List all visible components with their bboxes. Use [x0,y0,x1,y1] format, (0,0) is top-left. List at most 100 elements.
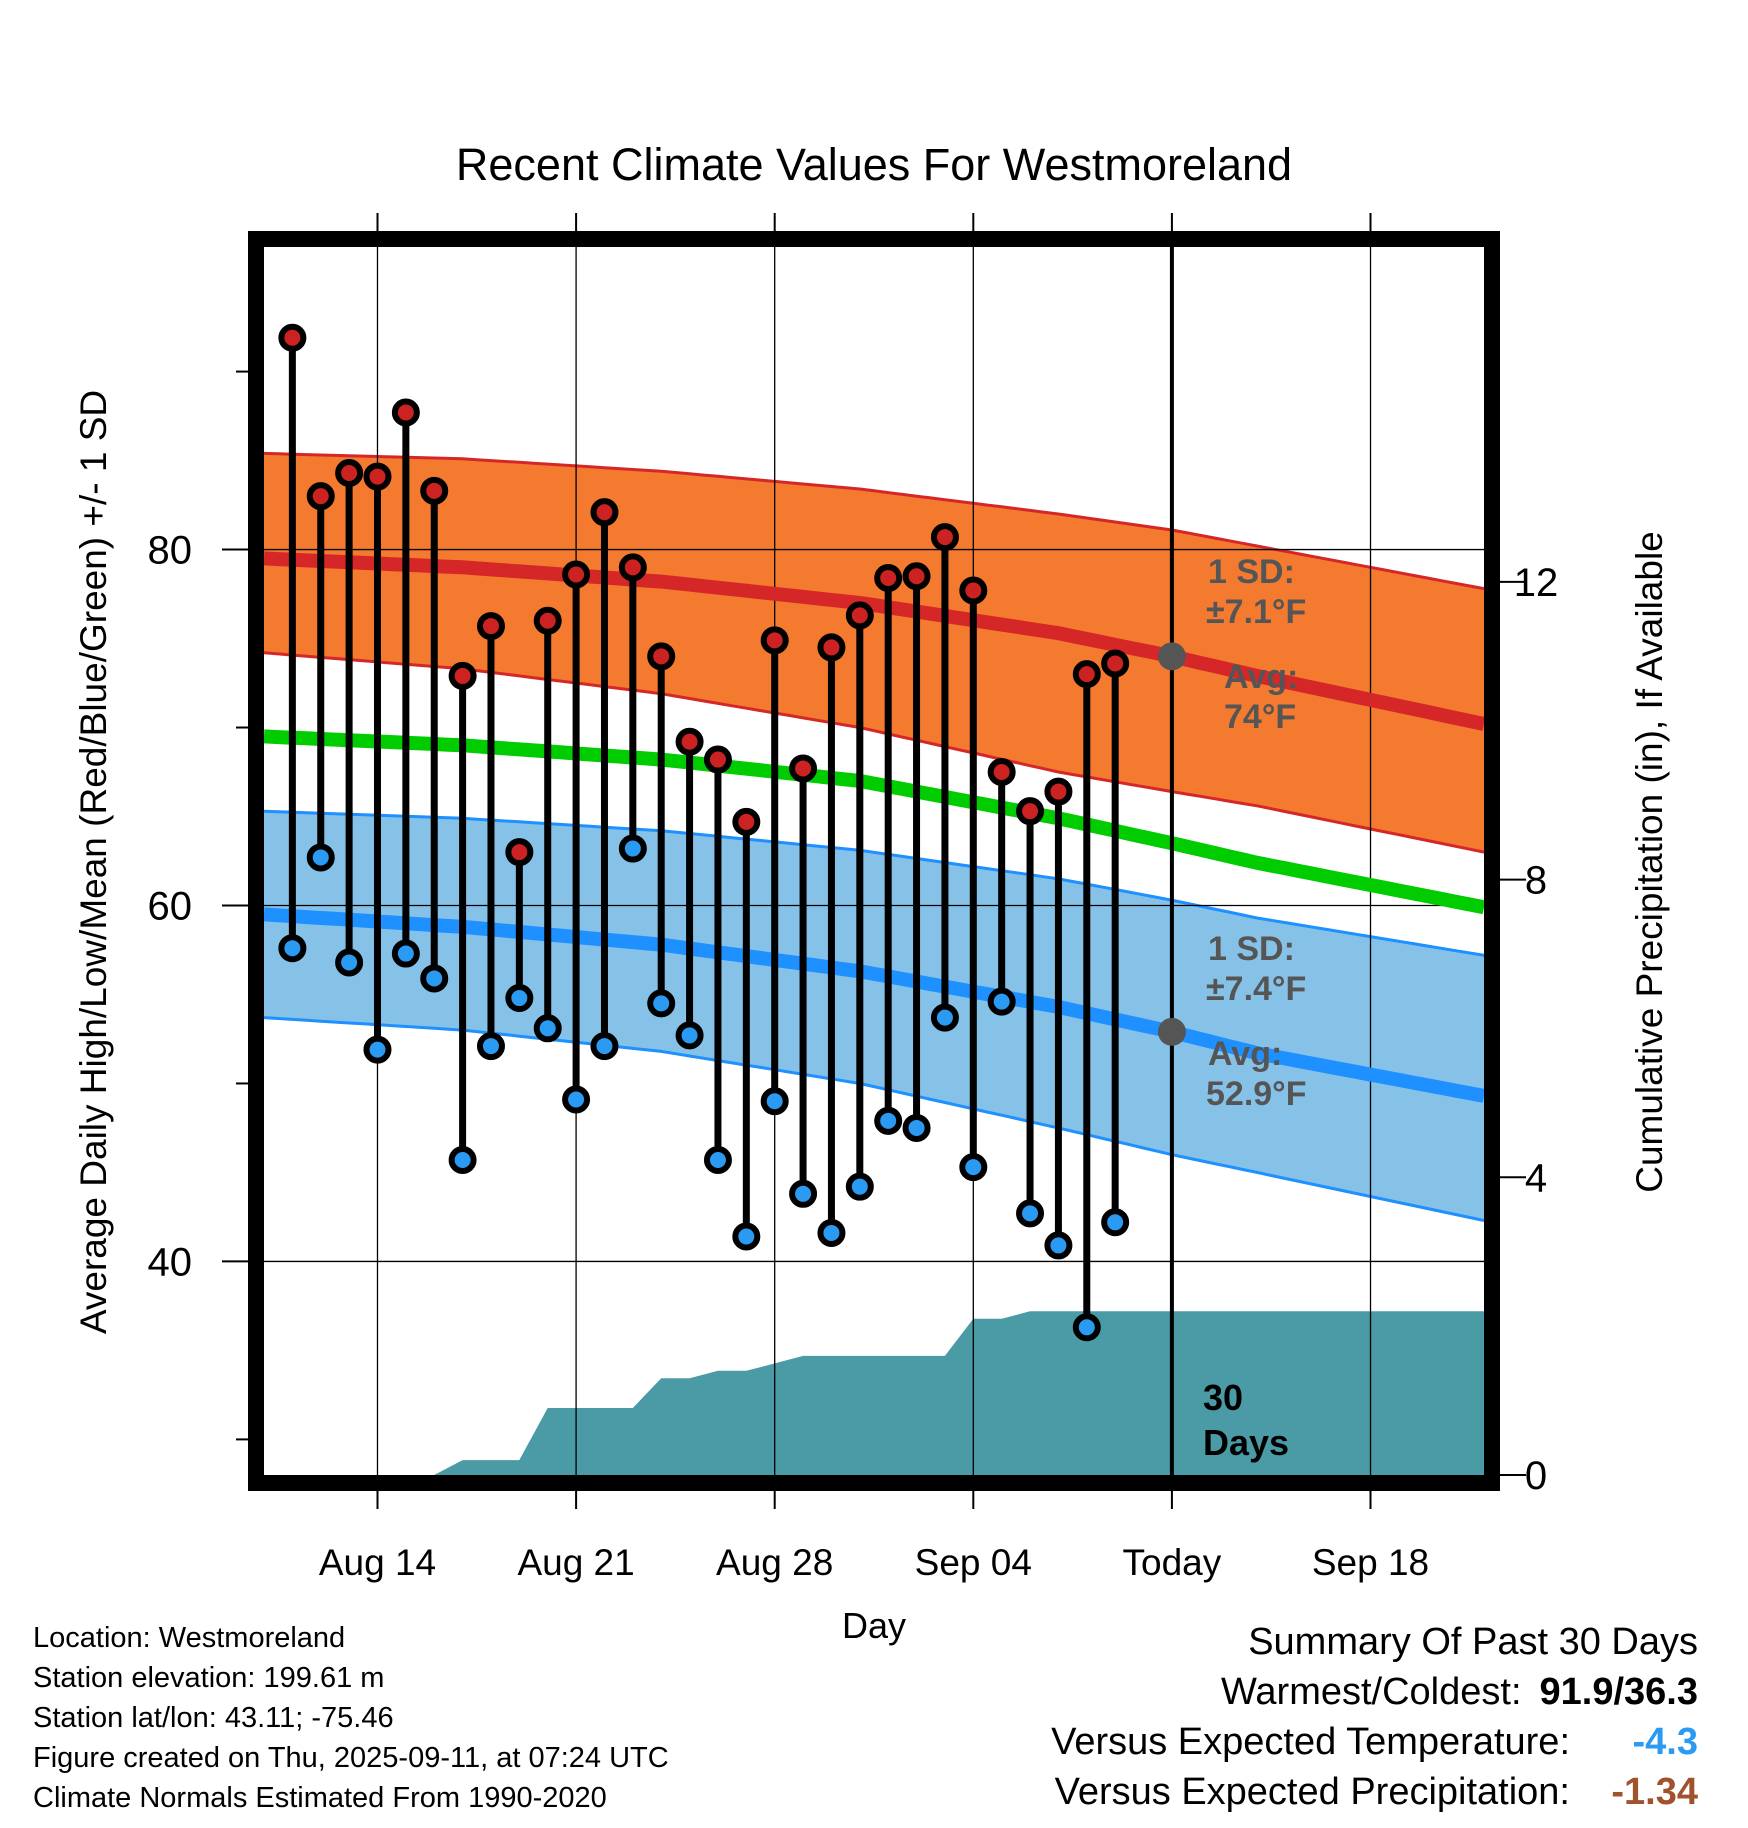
high-temp-point [1044,777,1073,806]
high-avg-value: 74°F [1224,698,1296,736]
created-text: Figure created on Thu, 2025-09-11, at 07… [33,1742,669,1774]
y2-tick-label: 4 [1525,1156,1547,1200]
station-info: Location: Westmoreland Station elevation… [33,1618,669,1818]
normals-text: Climate Normals Estimated From 1990-2020 [33,1782,607,1814]
low-temp-point [817,1218,846,1247]
low-temp-point [562,1085,591,1114]
x-tick-label: Aug 28 [716,1542,833,1583]
y-axis-label: Average Daily High/Low/Mean (Red/Blue/Gr… [73,390,114,1334]
low-temp-point [647,989,676,1018]
low-temp-point [476,1032,505,1061]
summary-warm-cold: Warmest/Coldest: 91.9/36.3 [1051,1667,1698,1717]
y2-axis-label: Cumulative Precipitation (in), If Availa… [1629,531,1670,1193]
plot-frame [248,231,1500,1491]
low-temp-point [278,934,307,963]
summary-temp: Versus Expected Temperature: -4.3 [1051,1717,1698,1767]
high-temp-point [335,459,364,488]
summary-panel: Summary Of Past 30 Days Warmest/Coldest:… [1051,1617,1698,1817]
low-temp-point [789,1179,818,1208]
low-temp-point [448,1145,477,1174]
high-temp-point [590,498,619,527]
precip-vs-expected-value: -1.34 [1611,1771,1698,1813]
low-temp-point [675,1021,704,1050]
days-count-word: Days [1203,1422,1289,1463]
low-temp-point [987,987,1016,1016]
high-temp-point [476,612,505,641]
low-temp-point [703,1145,732,1174]
high-avg-label: Avg: [1224,658,1298,696]
high-temp-point [930,523,959,552]
x-tick-label: Today [1123,1542,1222,1583]
high-temp-point [817,633,846,662]
high-temp-point [391,398,420,427]
low-avg-label: Avg: [1208,1035,1282,1073]
latlon-text: Station lat/lon: 43.11; -75.46 [33,1702,394,1734]
high-temp-point [420,476,449,505]
high-temp-point [789,754,818,783]
low-temp-point [306,843,335,872]
high-temp-point [902,562,931,591]
high-temp-point [647,642,676,671]
low-avg-marker [1157,1017,1186,1046]
low-temp-point [590,1032,619,1061]
high-temp-point [959,576,988,605]
temp-vs-expected-value: -4.3 [1632,1721,1698,1763]
high-temp-point [987,758,1016,787]
daily-mean-line [264,729,1484,915]
low-temp-point [1072,1313,1101,1342]
low-temp-point [874,1106,903,1135]
y-tick-label: 40 [148,1240,193,1284]
summary-title: Summary Of Past 30 Days [1248,1621,1698,1663]
low-temp-point [391,939,420,968]
precip-vs-expected-label: Versus Expected Precipitation: [1054,1771,1570,1813]
x-tick-label: Sep 18 [1312,1542,1429,1583]
low-band-upper-edge [264,809,1484,957]
low-temp-point [732,1222,761,1251]
high-avg-marker [1157,642,1186,671]
high-temp-point [1133,0,1155,11]
low-temp-point [760,1087,789,1116]
low-sd-value: ±7.4°F [1206,970,1306,1008]
low-sd-band [264,811,1484,1221]
high-band-upper-edge [264,451,1484,591]
high-temp-point [562,560,591,589]
x-axis-label: Day [842,1605,906,1646]
chart-title: Recent Climate Values For Westmoreland [456,139,1292,190]
low-temp-point [505,984,534,1013]
elevation-text: Station elevation: 199.61 m [33,1662,385,1694]
high-temp-point [1072,660,1101,689]
low-temp-point [618,834,647,863]
low-band-lower-edge [264,1016,1484,1222]
y-tick-label: 80 [148,529,193,573]
low-temp-point [1016,1199,1045,1228]
low-temp-point [420,964,449,993]
high-temp-point [618,553,647,582]
high-temp-point [874,564,903,593]
low-temp-point [335,948,364,977]
summary-precip: Versus Expected Precipitation: -1.34 [1051,1767,1698,1817]
y-tick-label: 60 [148,884,193,928]
high-sd-value: ±7.1°F [1206,593,1306,631]
low-avg-value: 52.9°F [1206,1075,1307,1113]
y2-tick-label: 12 [1514,561,1559,605]
high-temp-point [448,661,477,690]
low-temp-point [1044,1231,1073,1260]
x-tick-label: Aug 21 [517,1542,634,1583]
high-temp-point [675,727,704,756]
location-text: Location: Westmoreland [33,1622,346,1654]
high-temp-point [703,745,732,774]
high-temp-point [1101,649,1130,678]
low-temp-point [902,1113,931,1142]
low-temp-point [533,1014,562,1043]
low-temp-point [845,1172,874,1201]
warm-cold-value: 91.9/36.3 [1539,1671,1698,1713]
low-temp-point [1133,0,1155,11]
warm-cold-label: Warmest/Coldest: [1220,1671,1522,1713]
low-temp-point [930,1003,959,1032]
low-temp-point [959,1153,988,1182]
high-temp-point [306,482,335,511]
high-sd-label: 1 SD: [1208,553,1295,591]
high-temp-point [1016,797,1045,826]
